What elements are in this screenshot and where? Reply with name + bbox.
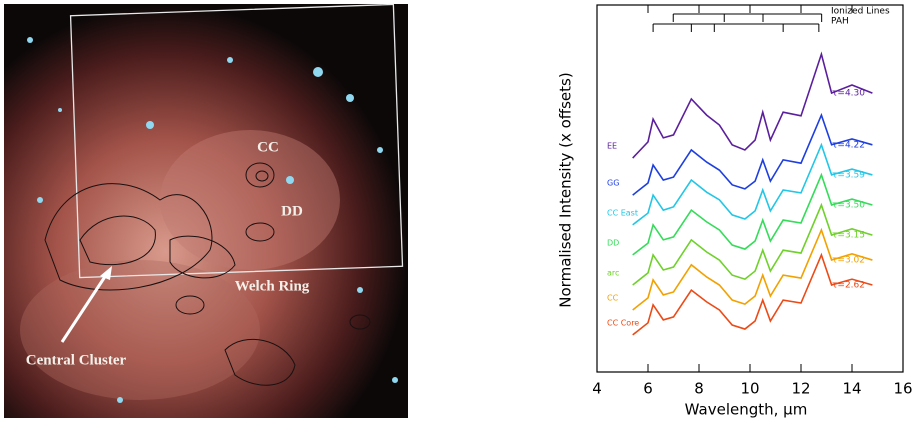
annotation-label: Ionized Lines: [831, 7, 890, 17]
spectrum-line: [633, 115, 873, 195]
series-label: arc: [607, 269, 619, 278]
annotation-label: PAH: [831, 17, 849, 27]
spectrum-line: [633, 205, 873, 285]
tau-label: τ=3.50: [832, 201, 865, 211]
plot-frame: [597, 5, 903, 372]
image-label: Welch Ring: [235, 278, 310, 294]
series-label: EE: [607, 142, 617, 151]
tau-label: τ=3.59: [832, 170, 865, 180]
spectrum-line: [633, 255, 873, 335]
image-label: Central Cluster: [26, 352, 127, 368]
tau-label: τ=4.30: [832, 89, 865, 99]
y-axis-label: Normalised Intensity (x offsets): [557, 72, 575, 307]
series-label: CC: [607, 293, 619, 302]
spectrum-line: [633, 175, 873, 255]
series-label: GG: [607, 179, 619, 188]
series-label: DD: [607, 238, 619, 247]
x-tick-label: 4: [592, 380, 602, 398]
image-label: DD: [281, 203, 303, 219]
spectrum-line: [633, 145, 873, 225]
x-tick-label: 16: [893, 380, 912, 398]
figure: CC DD Welch Ring Central Cluster Wavelen…: [0, 0, 917, 423]
tau-label: τ=3.02: [832, 256, 865, 266]
tau-label: τ=4.22: [832, 140, 865, 150]
x-tick-label: 8: [694, 380, 704, 398]
x-axis-label: Wavelength, μm: [685, 401, 808, 419]
series-label: CC Core: [607, 318, 639, 327]
spectrum-line: [633, 230, 873, 310]
image-label: CC: [257, 139, 279, 155]
tau-label: τ=3.15: [832, 231, 865, 241]
tau-label: τ=2.62: [832, 281, 865, 291]
x-tick-label: 14: [842, 380, 861, 398]
x-tick-label: 12: [791, 380, 810, 398]
series-label: CC East: [607, 208, 638, 217]
x-tick-label: 6: [643, 380, 653, 398]
x-tick-label: 10: [740, 380, 759, 398]
